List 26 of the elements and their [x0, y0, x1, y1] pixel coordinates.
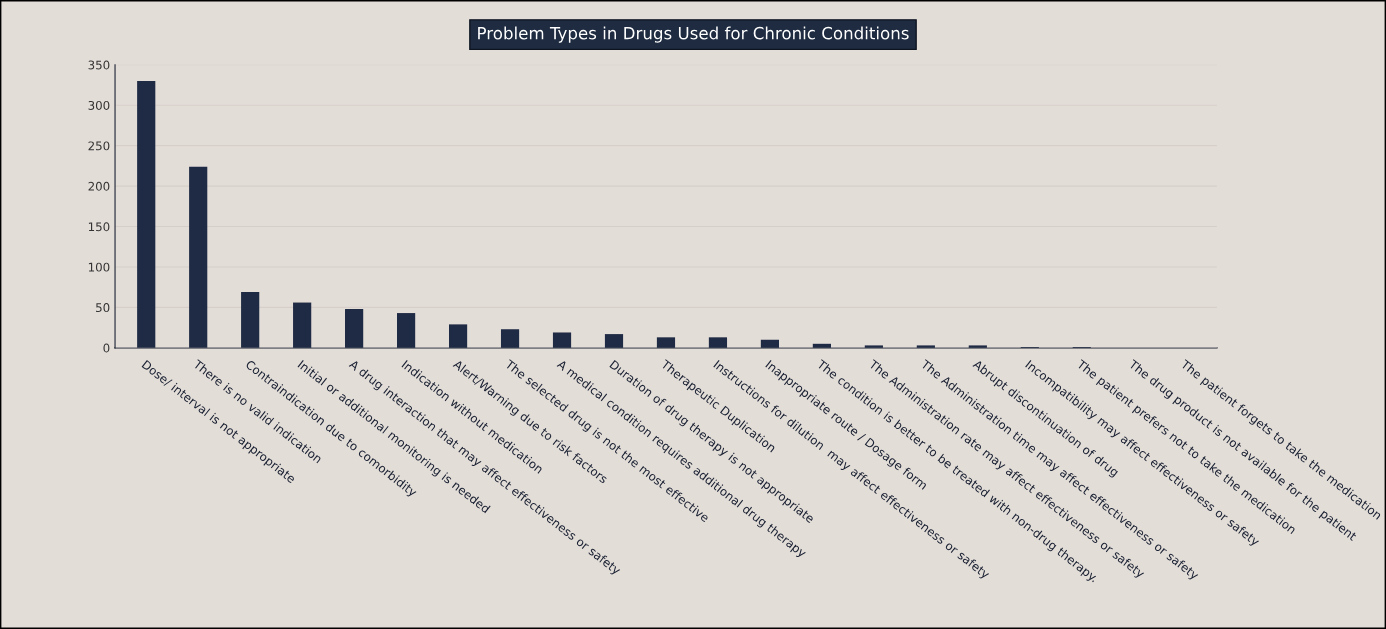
bar: [189, 166, 208, 348]
bar: [708, 337, 728, 348]
y-tick-label: 300: [88, 100, 110, 110]
y-tick-label: 250: [88, 141, 110, 151]
bar: [397, 313, 416, 348]
y-tick-label: 100: [88, 262, 110, 272]
bar: [345, 309, 364, 348]
y-tick-label: 50: [96, 303, 110, 313]
bar: [916, 345, 935, 348]
bar: [448, 324, 468, 348]
bar: [812, 343, 831, 348]
y-tick-label: 350: [88, 60, 110, 70]
y-tick-label: 0: [103, 343, 110, 353]
bar: [760, 339, 780, 348]
chart-title: Problem Types in Drugs Used for Chronic Conditions: [478, 26, 909, 43]
bar: [864, 345, 883, 348]
bar: [241, 292, 260, 348]
y-tick-label: 150: [88, 222, 110, 232]
bar: [137, 80, 156, 348]
bar: [293, 302, 312, 348]
bar: [656, 337, 676, 348]
y-tick-label: 200: [88, 181, 110, 191]
bar: [968, 345, 987, 348]
bar: [500, 329, 520, 348]
bar: [552, 332, 572, 348]
bar: [604, 334, 624, 348]
